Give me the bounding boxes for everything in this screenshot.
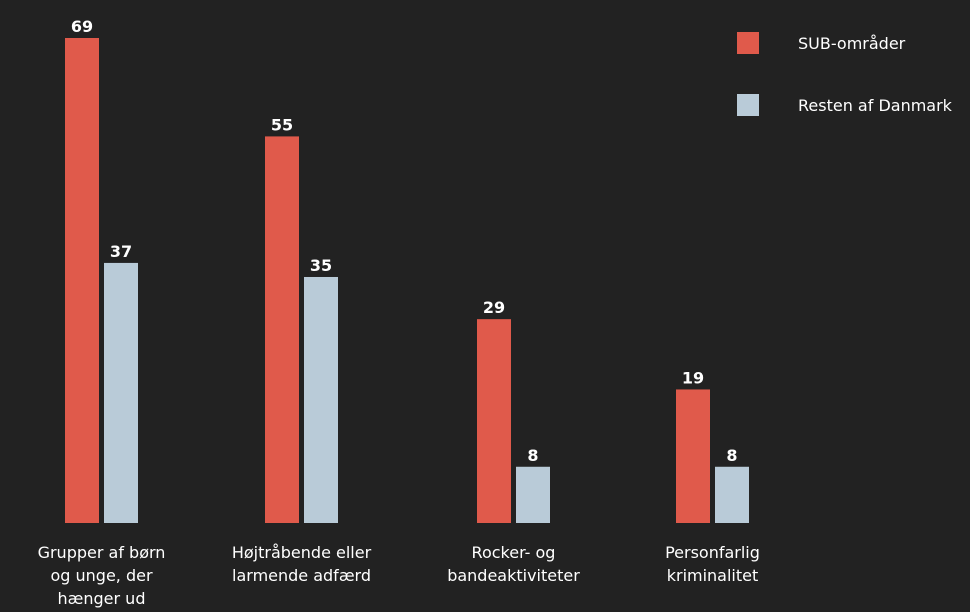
value-label: 37 xyxy=(110,242,132,261)
category-label: og unge, der xyxy=(50,566,152,585)
category-label: Personfarlig xyxy=(665,543,760,562)
bar-sub-3 xyxy=(676,389,710,523)
value-label: 29 xyxy=(483,298,505,317)
bar-sub-2 xyxy=(477,319,511,523)
category-label: larmende adfærd xyxy=(232,566,371,585)
legend-swatch-1 xyxy=(737,94,759,116)
category-label: Grupper af børn xyxy=(38,543,166,562)
bar-rest-0 xyxy=(104,262,138,523)
legend-label-0: SUB-områder xyxy=(798,34,906,53)
value-label: 35 xyxy=(310,256,332,275)
legend-swatch-0 xyxy=(737,32,759,54)
value-label: 8 xyxy=(726,446,737,465)
category-label: Højtråbende eller xyxy=(232,543,372,562)
category-labels-layer: Grupper af børn og unge, der hænger ud Højt… xyxy=(38,543,760,608)
legend: SUB-områder Resten af Danmark xyxy=(737,32,953,116)
bar-rest-1 xyxy=(304,276,338,523)
legend-label-1: Resten af Danmark xyxy=(798,96,953,115)
category-label: bandeaktiviteter xyxy=(447,566,580,585)
bar-rest-2 xyxy=(516,466,550,523)
bar-rest-3 xyxy=(715,466,749,523)
bars-layer xyxy=(65,38,749,523)
value-label: 55 xyxy=(271,115,293,134)
value-label: 69 xyxy=(71,17,93,36)
value-label: 19 xyxy=(682,368,704,387)
category-label: hænger ud xyxy=(58,589,146,608)
bar-sub-1 xyxy=(265,136,299,523)
bar-sub-0 xyxy=(65,38,99,523)
value-label: 8 xyxy=(527,446,538,465)
value-labels-layer: 69 37 55 35 29 8 19 8 xyxy=(71,17,738,465)
category-label: kriminalitet xyxy=(667,566,759,585)
category-label: Rocker- og xyxy=(472,543,556,562)
